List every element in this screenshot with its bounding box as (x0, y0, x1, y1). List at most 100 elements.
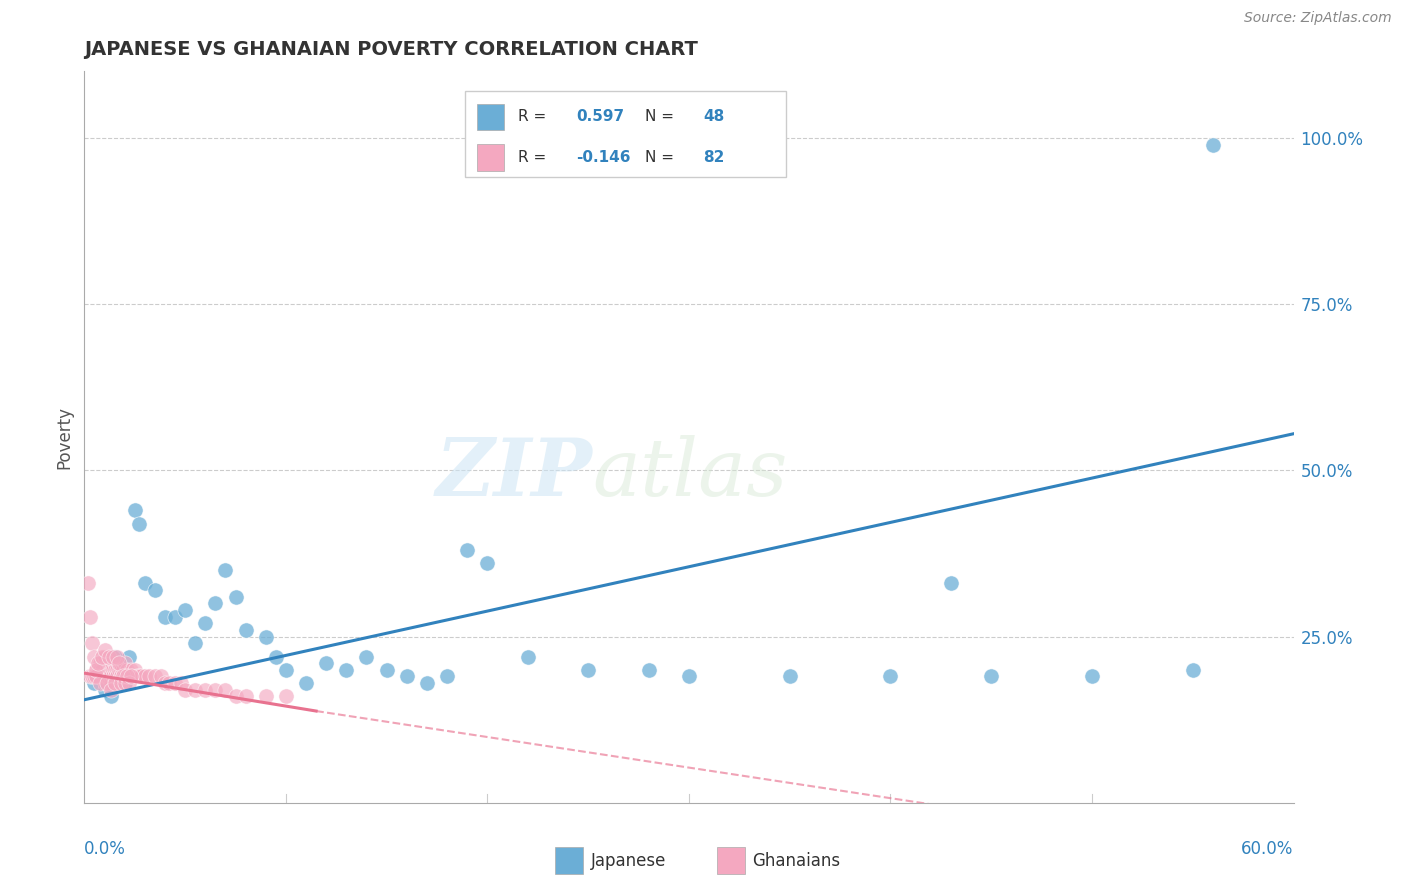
Point (477, 557, 499, 571)
Point (295, 676, 318, 690)
Text: R =: R = (519, 150, 551, 165)
Point (87, 669, 110, 683)
Point (97, 656, 120, 670)
Point (128, 516, 150, 531)
Point (107, 676, 129, 690)
Point (89, 656, 111, 670)
Point (100, 669, 122, 683)
Point (100, 656, 122, 670)
Point (254, 630, 277, 644)
Point (1181, 663, 1204, 677)
Point (91, 663, 114, 677)
Point (274, 663, 297, 677)
Point (110, 676, 132, 690)
Point (134, 669, 156, 683)
Point (105, 663, 128, 677)
Text: N =: N = (645, 150, 679, 165)
Point (100, 676, 122, 690)
Y-axis label: Poverty: Poverty (55, 406, 73, 468)
Point (254, 690, 277, 704)
Bar (478, 145, 503, 170)
Point (125, 669, 148, 683)
Point (153, 609, 176, 624)
Text: 0.0%: 0.0% (84, 840, 127, 858)
Point (516, 649, 538, 664)
Point (97, 656, 120, 670)
Point (335, 663, 357, 677)
Point (980, 669, 1002, 683)
Point (110, 663, 132, 677)
Point (124, 663, 146, 677)
Point (114, 676, 136, 690)
Point (101, 663, 124, 677)
Point (104, 669, 127, 683)
Text: ZIP: ZIP (436, 435, 592, 512)
Point (105, 649, 128, 664)
Point (93, 649, 115, 664)
Point (79, 609, 101, 624)
Text: 60.0%: 60.0% (1241, 840, 1294, 858)
Point (89, 663, 111, 677)
Point (101, 669, 124, 683)
Point (118, 676, 141, 690)
Point (83, 649, 105, 664)
Point (204, 596, 226, 610)
Point (121, 669, 143, 683)
Point (153, 676, 176, 690)
Point (1202, 137, 1225, 152)
Point (77, 576, 100, 591)
Point (214, 563, 236, 577)
Point (79, 669, 101, 683)
Point (104, 676, 127, 690)
Point (110, 663, 132, 677)
Point (82, 636, 104, 650)
Point (111, 669, 134, 683)
Point (96, 663, 118, 677)
Text: 48: 48 (703, 110, 724, 124)
Text: 0.597: 0.597 (576, 110, 624, 124)
Point (96, 676, 118, 690)
Point (1081, 669, 1104, 683)
Point (129, 669, 152, 683)
Bar (465, 91, 786, 178)
Point (456, 543, 478, 558)
Point (104, 663, 127, 677)
Text: 82: 82 (703, 150, 725, 165)
Text: atlas: atlas (592, 435, 787, 512)
Point (100, 682, 122, 697)
Point (87, 656, 110, 670)
Point (194, 682, 217, 697)
Text: R =: R = (519, 110, 551, 124)
Point (115, 669, 138, 683)
Point (114, 656, 136, 670)
Text: Source: ZipAtlas.com: Source: ZipAtlas.com (1244, 12, 1392, 25)
Point (87, 663, 110, 677)
Point (779, 669, 801, 683)
Point (91, 663, 114, 677)
Point (97, 649, 120, 664)
Point (86, 669, 108, 683)
Point (395, 669, 418, 683)
Point (274, 690, 297, 704)
Point (120, 663, 142, 677)
Point (235, 690, 257, 704)
Point (174, 682, 197, 697)
Point (82, 669, 104, 683)
Point (184, 636, 207, 650)
Point (86, 663, 108, 677)
Text: Japanese: Japanese (591, 852, 666, 870)
Point (143, 582, 166, 597)
Point (225, 690, 247, 704)
Point (93, 682, 115, 697)
Point (194, 616, 217, 631)
Point (110, 669, 132, 683)
Point (375, 663, 398, 677)
Text: Ghanaians: Ghanaians (752, 852, 841, 870)
Point (416, 676, 439, 690)
Point (93, 643, 115, 657)
Point (637, 663, 659, 677)
Point (356, 649, 378, 664)
Point (678, 669, 700, 683)
Text: JAPANESE VS GHANAIAN POVERTY CORRELATION CHART: JAPANESE VS GHANAIAN POVERTY CORRELATION… (84, 40, 699, 59)
Point (89, 676, 111, 690)
